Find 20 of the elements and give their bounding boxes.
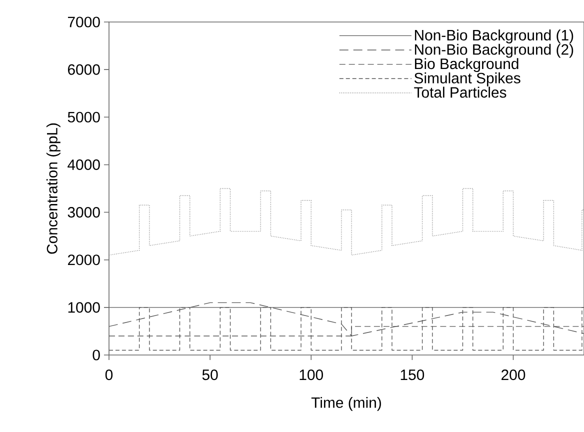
x-tick-label: 100 xyxy=(300,370,323,380)
x-tick-label: 50 xyxy=(202,370,218,380)
x-axis-title: Time (min) xyxy=(311,396,381,411)
legend-label: Non-Bio Background (1) xyxy=(414,30,574,44)
x-tick-label: 150 xyxy=(400,370,424,380)
y-tick-label: 0 xyxy=(92,350,100,360)
x-tick-label: 0 xyxy=(105,370,113,380)
y-tick-label: 7000 xyxy=(68,16,100,28)
legend-label: Total Particles xyxy=(414,86,506,98)
y-tick-label: 6000 xyxy=(68,64,100,75)
legend-label: Non-Bio Background (2) xyxy=(414,44,574,58)
y-tick-label: 1000 xyxy=(68,302,100,313)
y-tick-label: 2000 xyxy=(68,254,100,266)
y-tick-label: 3000 xyxy=(68,206,100,218)
legend-label: Simulant Spikes xyxy=(414,72,520,86)
x-tick-label: 200 xyxy=(502,370,526,380)
y-axis-title: Concentration (ppL) xyxy=(46,123,60,254)
y-tick-label: 4000 xyxy=(68,159,100,170)
legend-label: Bio Background xyxy=(414,58,518,72)
y-tick-label: 5000 xyxy=(68,112,100,122)
